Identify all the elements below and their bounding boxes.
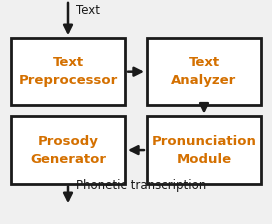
FancyBboxPatch shape [11, 38, 125, 105]
Text: Prosody
Generator: Prosody Generator [30, 135, 106, 166]
Text: Text: Text [76, 4, 100, 17]
FancyBboxPatch shape [147, 38, 261, 105]
Text: Text
Preprocessor: Text Preprocessor [18, 56, 118, 87]
Text: Phonetic transcription: Phonetic transcription [76, 179, 206, 192]
FancyBboxPatch shape [11, 116, 125, 184]
Text: Pronunciation
Module: Pronunciation Module [152, 135, 256, 166]
FancyBboxPatch shape [147, 116, 261, 184]
Text: Text
Analyzer: Text Analyzer [171, 56, 237, 87]
